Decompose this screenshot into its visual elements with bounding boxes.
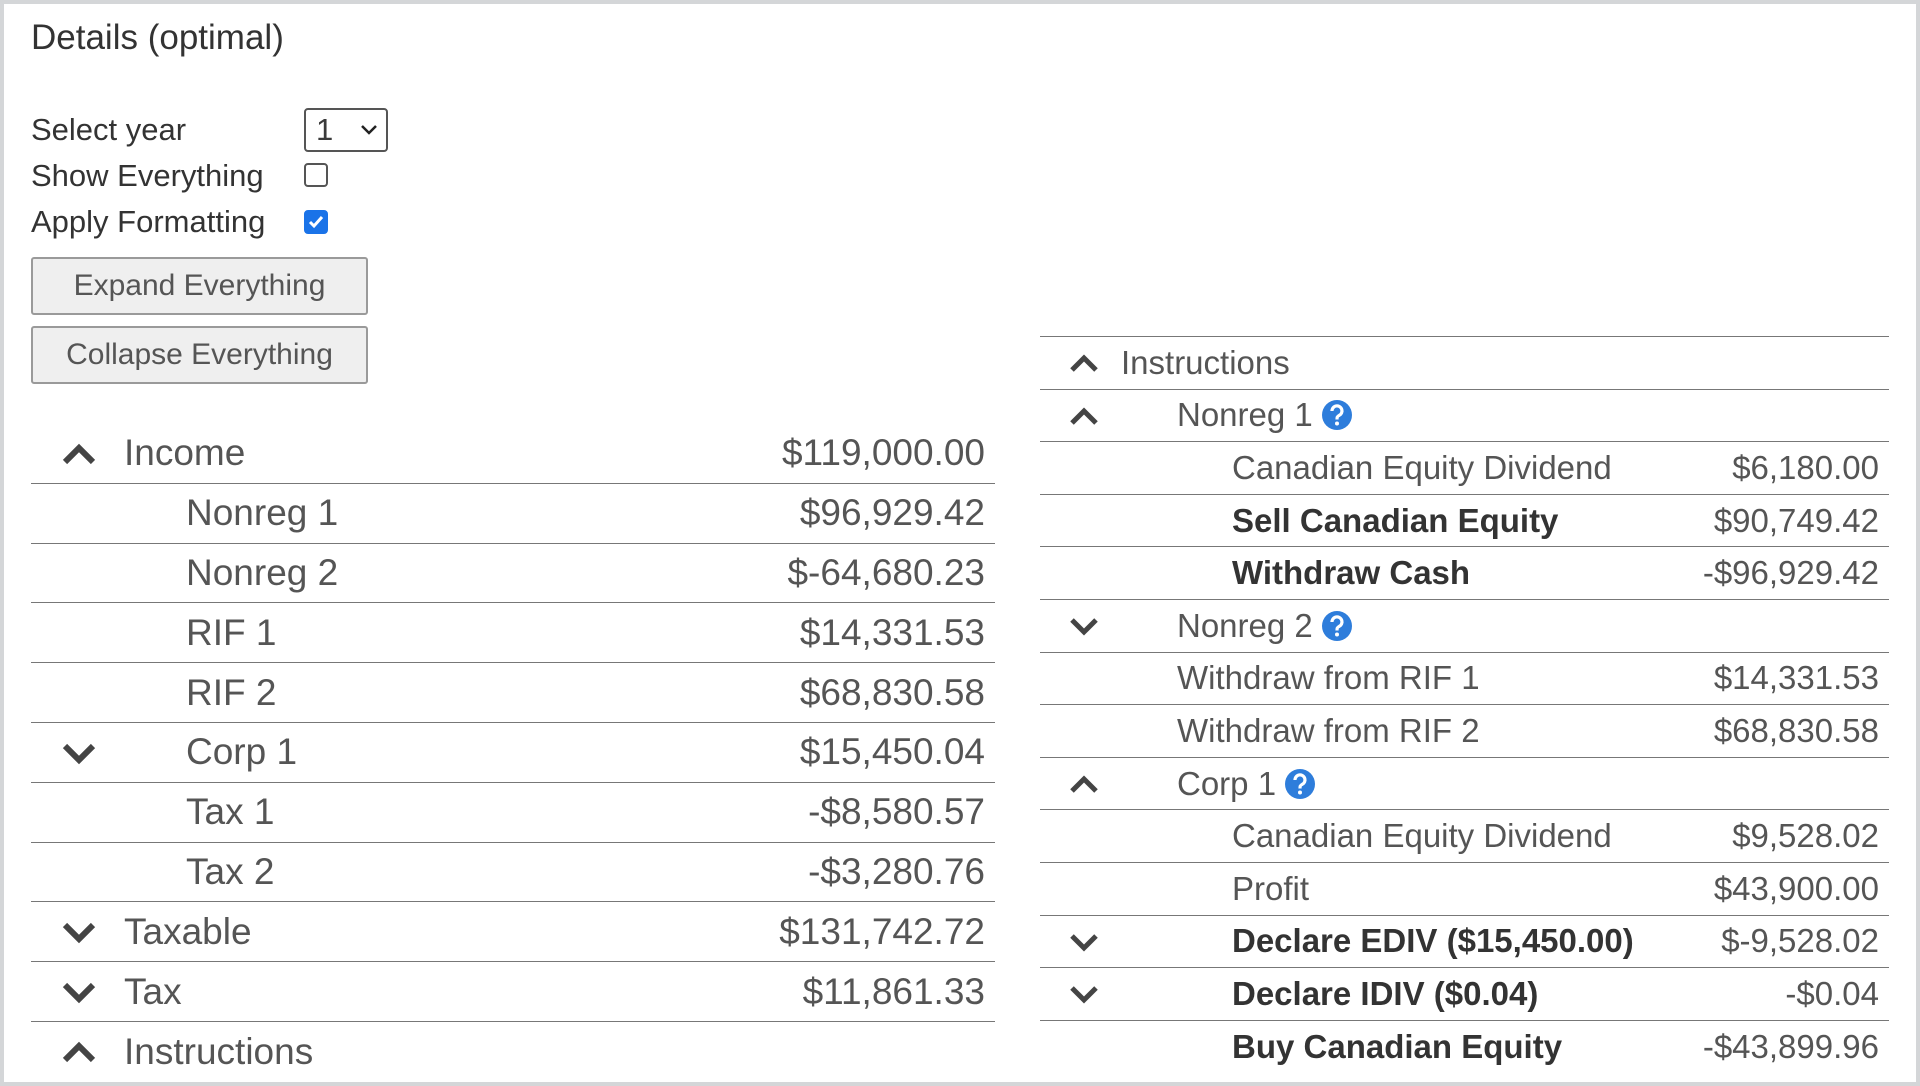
show-everything-checkbox[interactable] bbox=[304, 163, 328, 187]
row-label: Nonreg 2 bbox=[186, 551, 339, 593]
row-value: $15,450.04 bbox=[799, 731, 985, 773]
row-label: Canadian Equity Dividend bbox=[1232, 817, 1612, 855]
apply-formatting-label: Apply Formatting bbox=[31, 204, 266, 239]
row: Buy Canadian Equity -$43,899.96 bbox=[1040, 1021, 1889, 1074]
header-label: Instructions bbox=[1121, 343, 1290, 381]
row-value: -$0.04 bbox=[1785, 974, 1879, 1012]
row-label: Nonreg 1 bbox=[1177, 396, 1313, 434]
expand-button[interactable]: Expand Everything bbox=[31, 257, 368, 315]
help-icon[interactable] bbox=[1284, 768, 1316, 800]
row: RIF 2 $68,830.58 bbox=[31, 663, 995, 723]
row: Profit $43,900.00 bbox=[1040, 863, 1889, 916]
row-value: $6,180.00 bbox=[1732, 448, 1879, 486]
row-value: -$43,899.96 bbox=[1702, 1028, 1879, 1066]
check-mark bbox=[308, 216, 324, 229]
row-label: Corp 1 bbox=[186, 731, 298, 773]
year-value: 1 bbox=[316, 112, 334, 147]
expand-icon bbox=[1070, 618, 1098, 636]
expand-icon bbox=[1070, 986, 1098, 1004]
collapse-icon bbox=[62, 443, 96, 465]
expand-icon bbox=[62, 743, 96, 765]
row[interactable]: Corp 1 $15,450.04 bbox=[31, 723, 995, 783]
row-value: -$8,580.57 bbox=[808, 791, 985, 833]
expand-icon bbox=[1070, 933, 1098, 952]
expand-icon bbox=[62, 983, 96, 1004]
dropdown-arrow bbox=[361, 125, 377, 135]
row-value: $9,528.02 bbox=[1732, 817, 1879, 855]
row: Nonreg 2 $-64,680.23 bbox=[31, 544, 995, 604]
row-value: $131,742.72 bbox=[779, 910, 985, 952]
collapse-icon bbox=[1070, 354, 1098, 372]
collapse-icon bbox=[1070, 775, 1098, 793]
row[interactable]: Tax $11,861.33 bbox=[31, 962, 995, 1022]
collapse-icon bbox=[1070, 407, 1098, 425]
row-label: RIF 1 bbox=[186, 611, 277, 653]
row-label: Income bbox=[124, 432, 246, 474]
row[interactable]: Instructions bbox=[31, 1022, 995, 1082]
row-value: $90,749.42 bbox=[1713, 501, 1879, 539]
year-select[interactable]: 1 bbox=[304, 108, 388, 152]
row-value: -$96,929.42 bbox=[1702, 554, 1879, 592]
row-value: $68,830.58 bbox=[799, 671, 985, 713]
row-label: Withdraw Cash bbox=[1232, 554, 1471, 592]
row: Withdraw Cash -$96,929.42 bbox=[1040, 547, 1889, 600]
row-label: Instructions bbox=[124, 1030, 314, 1072]
row-label: Withdraw from RIF 2 bbox=[1177, 711, 1480, 749]
row-label: Canadian Equity Dividend bbox=[1232, 448, 1612, 486]
row[interactable]: Nonreg 1 bbox=[1040, 390, 1889, 443]
row: Withdraw from RIF 1 $14,331.53 bbox=[1040, 653, 1889, 706]
row-value: $11,861.33 bbox=[802, 970, 985, 1012]
row-value: $43,900.00 bbox=[1713, 869, 1879, 907]
row-value: $14,331.53 bbox=[1713, 659, 1879, 697]
row[interactable]: Income $119,000.00 bbox=[31, 424, 995, 484]
row-label: Buy Canadian Equity bbox=[1232, 1028, 1563, 1066]
row[interactable]: Taxable $131,742.72 bbox=[31, 902, 995, 963]
help-icon[interactable] bbox=[1321, 399, 1353, 431]
row-value: $-9,528.02 bbox=[1721, 922, 1879, 960]
row[interactable]: Corp 1 bbox=[1040, 758, 1889, 811]
panel-title: Details (optimal) bbox=[31, 18, 284, 57]
row-label: Tax 1 bbox=[186, 791, 275, 833]
row: Canadian Equity Dividend $6,180.00 bbox=[1040, 442, 1889, 495]
row-label: Withdraw from RIF 1 bbox=[1177, 659, 1480, 697]
row-label: Nonreg 1 bbox=[186, 492, 339, 534]
row: Sell Canadian Equity $90,749.42 bbox=[1040, 495, 1889, 548]
row-label: RIF 2 bbox=[186, 671, 277, 713]
row-label: Profit bbox=[1232, 869, 1310, 907]
row-value: $-64,680.23 bbox=[787, 551, 985, 593]
row: Tax 1 -$8,580.57 bbox=[31, 783, 995, 843]
row: Withdraw from RIF 2 $68,830.58 bbox=[1040, 705, 1889, 758]
row-value: -$3,280.76 bbox=[808, 850, 985, 892]
row-value: $14,331.53 bbox=[799, 611, 985, 653]
select-year-label: Select year bbox=[31, 112, 187, 147]
apply-formatting-checkbox[interactable] bbox=[304, 210, 328, 234]
row: Nonreg 1 $96,929.42 bbox=[31, 484, 995, 544]
row-label: Tax 2 bbox=[186, 850, 275, 892]
summary-table: Income $119,000.00 Nonreg 1 $96,929.42 Non… bbox=[31, 424, 995, 1082]
collapse-button[interactable]: Collapse Everything bbox=[31, 326, 368, 384]
expand-icon bbox=[62, 923, 96, 944]
row: Tax 2 -$3,280.76 bbox=[31, 843, 995, 903]
row-label: Declare EDIV ($15,450.00) bbox=[1232, 922, 1634, 960]
show-everything-label: Show Everything bbox=[31, 158, 264, 193]
row[interactable]: Nonreg 2 bbox=[1040, 600, 1889, 653]
row-label: Taxable bbox=[124, 910, 252, 952]
collapse-icon bbox=[62, 1041, 96, 1063]
row-value: $96,929.42 bbox=[799, 492, 985, 534]
row-label: Sell Canadian Equity bbox=[1232, 501, 1559, 539]
row-value: $68,830.58 bbox=[1713, 711, 1879, 749]
row[interactable]: Declare IDIV ($0.04) -$0.04 bbox=[1040, 968, 1889, 1021]
instructions-table: Instructions Nonreg 1 Canadian Equity Di… bbox=[1040, 336, 1889, 1073]
row-label: Nonreg 2 bbox=[1177, 606, 1313, 644]
row-label: Declare IDIV ($0.04) bbox=[1232, 974, 1539, 1012]
row-label: Corp 1 bbox=[1177, 764, 1277, 802]
row: RIF 1 $14,331.53 bbox=[31, 603, 995, 664]
row: Canadian Equity Dividend $9,528.02 bbox=[1040, 810, 1889, 863]
help-icon[interactable] bbox=[1321, 610, 1353, 642]
row[interactable]: Declare EDIV ($15,450.00) $-9,528.02 bbox=[1040, 916, 1889, 969]
row-label: Tax bbox=[124, 970, 182, 1012]
row[interactable]: Instructions bbox=[1040, 337, 1889, 390]
row-value: $119,000.00 bbox=[781, 432, 985, 474]
